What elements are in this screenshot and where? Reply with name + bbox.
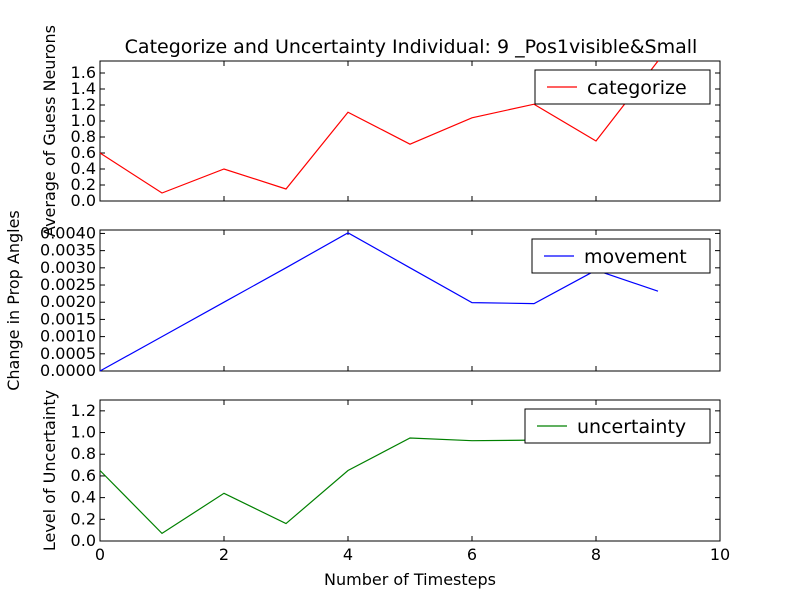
y-tick-label: 0.4 <box>71 488 96 507</box>
x-tick-label: 2 <box>219 545 229 564</box>
y-tick-label: 0.0000 <box>40 361 96 380</box>
y-tick-label: 0.0005 <box>40 344 96 363</box>
y-tick-label: 1.6 <box>71 63 96 82</box>
y-tick-label: 0.8 <box>71 444 96 463</box>
x-tick-label: 4 <box>343 545 353 564</box>
y-tick-label: 1.4 <box>71 79 96 98</box>
y-tick-label: 0.6 <box>71 466 96 485</box>
y-tick-label: 0.6 <box>71 143 96 162</box>
legend: uncertainty <box>524 408 711 444</box>
legend-label: uncertainty <box>577 416 686 438</box>
y-tick-label: 0.0 <box>71 191 96 210</box>
y-tick-label: 1.0 <box>71 423 96 442</box>
axes-frame <box>99 60 721 202</box>
y-axis-label: Average of Guess Neurons <box>40 25 59 237</box>
movement-subplot: 0.00000.00050.00100.00150.00200.00250.00… <box>4 210 721 391</box>
axes-frame <box>99 229 721 372</box>
legend-label: movement <box>584 246 687 268</box>
y-tick-label: 0.0 <box>71 531 96 550</box>
y-tick-label: 0.0020 <box>40 292 96 311</box>
y-tick-label: 0.0015 <box>40 309 96 328</box>
movement-series-line <box>99 232 659 372</box>
y-tick-label: 1.0 <box>71 111 96 130</box>
categorize-subplot: 0.00.20.40.60.81.01.21.41.6 Average of Gu… <box>40 25 721 237</box>
x-axis-label: Number of Timesteps <box>324 570 496 589</box>
y-tick-label: 0.8 <box>71 127 96 146</box>
y-tick-label: 0.0040 <box>40 223 96 242</box>
y-tick-label: 1.2 <box>71 95 96 114</box>
y-tick-label: 0.0030 <box>40 258 96 277</box>
legend: movement <box>531 238 711 274</box>
x-tick-label: 8 <box>591 545 601 564</box>
y-tick-label: 0.2 <box>71 509 96 528</box>
x-tick-label: 10 <box>710 545 730 564</box>
y-tick-label: 0.0025 <box>40 275 96 294</box>
y-tick-label: 0.0010 <box>40 327 96 346</box>
chart-title: Categorize and Uncertainty Individual: 9… <box>125 36 698 58</box>
y-tick-label: 0.0035 <box>40 241 96 260</box>
y-tick-label: 0.4 <box>71 159 96 178</box>
legend: categorize <box>534 69 711 105</box>
y-tick-label: 1.2 <box>71 401 96 420</box>
x-tick-label: 6 <box>467 545 477 564</box>
y-axis-label: Level of Uncertainty <box>40 390 59 551</box>
y-tick-label: 0.2 <box>71 175 96 194</box>
y-axis-label: Change in Prop Angles <box>4 210 23 391</box>
uncertainty-subplot: 0.0 0.2 0.4 0.6 0.8 1.0 1.2 0 2 4 6 8 10 Level of Unc… <box>40 390 730 564</box>
legend-label: categorize <box>587 77 687 99</box>
x-tick-label: 0 <box>95 545 105 564</box>
uncertainty-series-line <box>99 436 659 535</box>
categorize-series-line <box>99 60 659 194</box>
